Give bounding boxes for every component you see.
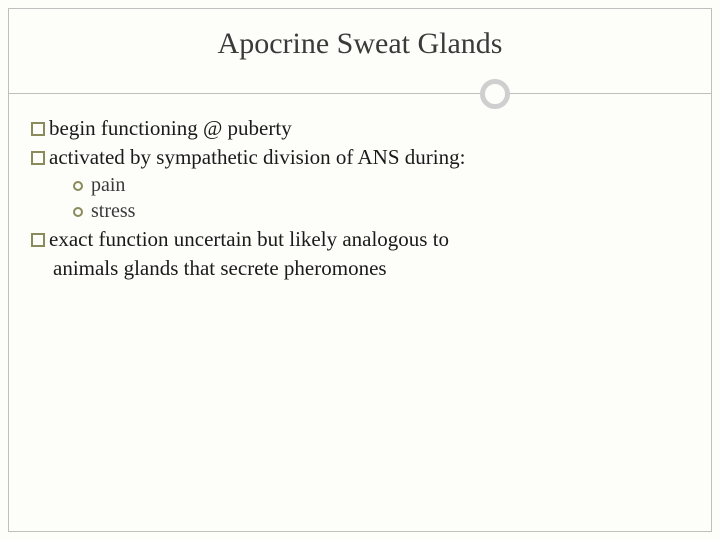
bullet-text: exact function uncertain but likely anal… — [49, 227, 449, 251]
bullet-item: exact function uncertain but likely anal… — [31, 226, 689, 253]
divider-line — [9, 93, 711, 94]
bullet-continuation: animals glands that secrete pheromones — [31, 255, 689, 282]
slide-frame: Apocrine Sweat Glands begin functioning … — [8, 8, 712, 532]
ring-icon — [480, 79, 510, 109]
circle-bullet-icon — [73, 207, 83, 217]
sub-bullet-item: pain — [31, 173, 689, 199]
title-area: Apocrine Sweat Glands — [9, 9, 711, 61]
bullet-text: begin functioning @ puberty — [49, 116, 292, 140]
square-bullet-icon — [31, 151, 45, 165]
bullet-text: activated by sympathetic division of ANS… — [49, 145, 465, 169]
sub-bullet-item: stress — [31, 199, 689, 225]
bullet-item: activated by sympathetic division of ANS… — [31, 144, 689, 171]
title-divider — [9, 79, 711, 109]
square-bullet-icon — [31, 122, 45, 136]
circle-bullet-icon — [73, 181, 83, 191]
sub-bullet-text: stress — [91, 200, 135, 222]
content-area: begin functioning @ puberty activated by… — [9, 109, 711, 282]
square-bullet-icon — [31, 233, 45, 247]
bullet-item: begin functioning @ puberty — [31, 115, 689, 142]
sub-bullet-text: pain — [91, 174, 125, 196]
slide-title: Apocrine Sweat Glands — [9, 27, 711, 61]
